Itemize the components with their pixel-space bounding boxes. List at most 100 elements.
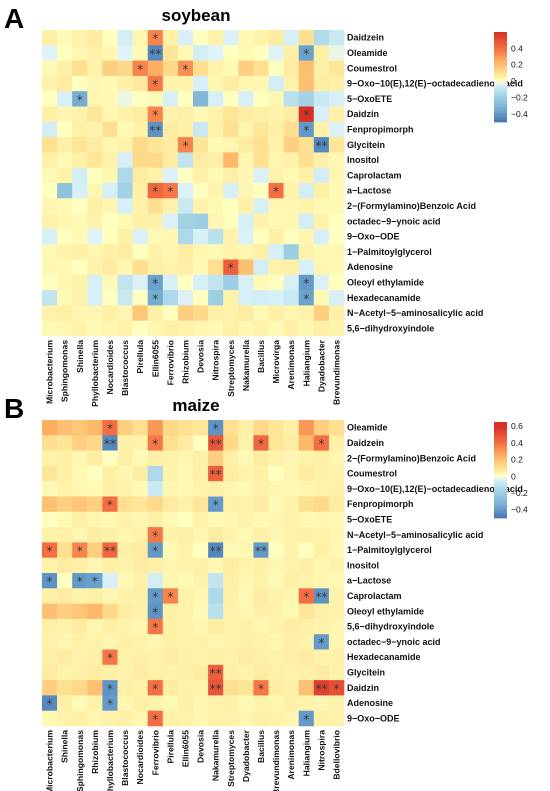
heatmap-cell	[102, 213, 118, 230]
heatmap-cell	[132, 60, 148, 77]
heatmap-cell	[87, 634, 103, 650]
heatmap-cell	[177, 710, 194, 727]
heatmap-cell	[87, 198, 103, 214]
heatmap-cell	[72, 167, 88, 184]
heatmap-cell	[102, 183, 118, 199]
heatmap-cell	[117, 152, 133, 168]
colorbar-segment	[494, 41, 507, 44]
significance-mark: *	[303, 108, 309, 122]
heatmap-cell	[193, 91, 209, 107]
heatmap-cell	[177, 213, 194, 230]
heatmap-cell	[87, 435, 103, 451]
heatmap-cell	[57, 183, 73, 199]
heatmap-cell	[147, 228, 164, 245]
heatmap-cell	[87, 603, 103, 620]
heatmap-cell	[283, 496, 299, 513]
heatmap-cell	[298, 496, 315, 513]
heatmap-cell	[193, 664, 209, 681]
heatmap-cell	[57, 542, 73, 558]
heatmap-cell	[72, 695, 88, 711]
column-label: Dyadobacter	[241, 729, 251, 782]
heatmap-cell	[208, 557, 224, 574]
heatmap-cell	[313, 167, 330, 184]
heatmap-cell	[223, 496, 239, 513]
heatmap-cell	[132, 618, 148, 635]
heatmap-cell	[102, 30, 118, 46]
heatmap-cell	[72, 710, 88, 727]
heatmap-cell	[42, 198, 58, 214]
heatmap-cell	[162, 137, 179, 153]
heatmap-cell	[223, 183, 239, 199]
heatmap-cell	[87, 45, 103, 61]
heatmap-cell	[208, 588, 224, 604]
heatmap-cell	[147, 213, 164, 230]
heatmap-cell	[147, 60, 164, 77]
heatmap-cell	[268, 60, 284, 77]
heatmap-cell	[57, 695, 73, 711]
heatmap-cell	[162, 481, 179, 497]
heatmap-cell	[117, 320, 133, 337]
heatmap-cell	[238, 152, 254, 168]
heatmap-cell	[177, 481, 194, 497]
colorbar-segment	[494, 43, 507, 46]
heatmap-cell	[298, 542, 315, 558]
heatmap-cell	[117, 695, 133, 711]
heatmap-cell	[132, 496, 148, 513]
column-label: Microvirga	[271, 340, 281, 384]
colorbar-segment	[494, 117, 507, 121]
column-label: Dyadobacter	[316, 339, 326, 392]
heatmap-cell	[193, 290, 209, 306]
heatmap-cell	[162, 511, 179, 528]
colorbar-segment	[494, 74, 507, 78]
heatmap-cell	[328, 198, 345, 214]
colorbar-tick-label: −0.4	[511, 505, 528, 515]
heatmap-cell	[177, 290, 194, 306]
significance-mark: **	[210, 437, 222, 451]
heatmap-cell	[132, 649, 148, 666]
heatmap-cell	[72, 244, 88, 260]
row-label: 1−Palmitoylglycerol	[347, 247, 432, 257]
significance-mark: **	[255, 544, 267, 558]
heatmap-cell	[283, 680, 299, 696]
heatmap-cell	[57, 320, 73, 337]
heatmap-cell	[313, 152, 330, 168]
heatmap-cell	[177, 183, 194, 199]
heatmap-cell	[253, 60, 269, 77]
heatmap-cell	[147, 496, 164, 513]
heatmap-cell	[298, 511, 315, 528]
column-label: Ferrovibrio	[150, 730, 160, 775]
heatmap-cell	[223, 244, 239, 260]
significance-mark: **	[104, 544, 116, 558]
heatmap-cell	[102, 680, 118, 696]
heatmap-cell	[328, 259, 345, 276]
heatmap-cell	[147, 634, 164, 650]
heatmap-cell	[328, 305, 345, 321]
heatmap-cell	[162, 244, 179, 260]
heatmap-cell	[87, 152, 103, 168]
row-label: 1−Palmitoylglycerol	[347, 545, 432, 555]
heatmap-cell	[102, 320, 118, 337]
heatmap-cell	[208, 167, 224, 184]
heatmap-cell	[253, 30, 269, 46]
heatmap-cell	[253, 527, 269, 543]
column-label: Shinella	[75, 340, 85, 373]
heatmap-cell	[42, 634, 58, 650]
heatmap-cell	[57, 634, 73, 650]
heatmap-cell	[208, 465, 224, 482]
heatmap-cell	[87, 60, 103, 77]
heatmap-cell	[177, 121, 194, 138]
heatmap-cell	[268, 228, 284, 245]
heatmap-cell	[223, 290, 239, 306]
heatmap-cell	[177, 649, 194, 666]
heatmap-cell	[328, 152, 345, 168]
colorbar-segment	[494, 81, 507, 85]
colorbar-segment	[494, 68, 507, 71]
heatmap-cell	[268, 320, 284, 337]
heatmap-cell	[208, 121, 224, 138]
heatmap-cell	[177, 320, 194, 337]
heatmap-cell	[102, 465, 118, 482]
heatmap-cell	[283, 106, 299, 123]
significance-mark: *	[303, 47, 309, 61]
heatmap-cell	[162, 152, 179, 168]
